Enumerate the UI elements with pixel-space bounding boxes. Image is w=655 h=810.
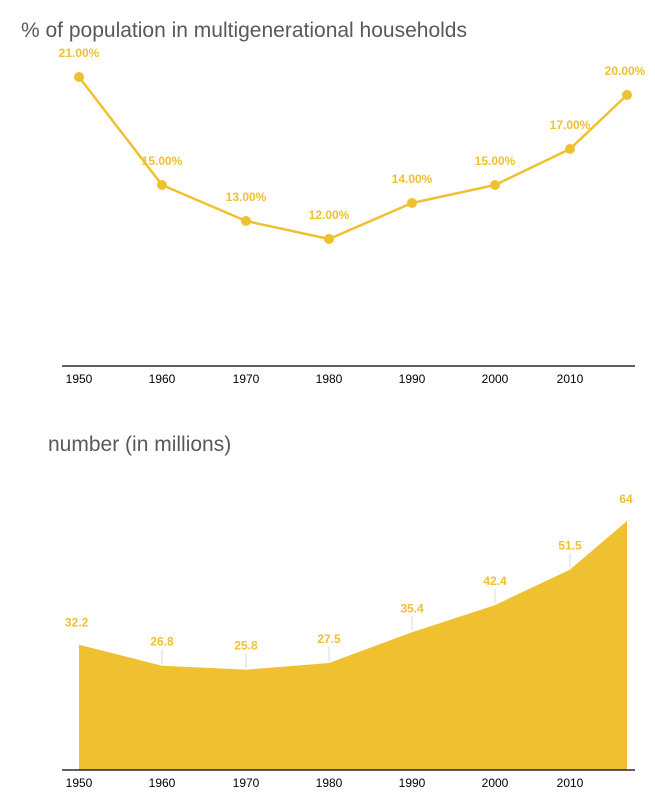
area-data-label-6: 51.5 bbox=[558, 539, 582, 553]
area-series-fill bbox=[79, 521, 627, 770]
line-point-3 bbox=[324, 234, 334, 244]
line-point-2 bbox=[241, 216, 251, 226]
area-x-tick-label-6: 2010 bbox=[557, 776, 584, 790]
line-data-label-7: 20.00% bbox=[605, 64, 646, 78]
area-data-label-1: 26.8 bbox=[150, 635, 174, 649]
line-data-label-0: 21.00% bbox=[59, 46, 100, 60]
line-data-label-3: 12.00% bbox=[309, 208, 350, 222]
area-x-tick-label-1: 1960 bbox=[149, 776, 176, 790]
line-data-label-1: 15.00% bbox=[142, 154, 183, 168]
area-data-label-3: 27.5 bbox=[317, 632, 341, 646]
chart-2-title: number (in millions) bbox=[48, 433, 232, 456]
area-data-label-5: 42.4 bbox=[483, 574, 507, 588]
area-data-label-2: 25.8 bbox=[234, 639, 258, 653]
line-data-label-4: 14.00% bbox=[392, 172, 433, 186]
line-point-6 bbox=[565, 144, 575, 154]
line-x-tick-label-3: 1980 bbox=[316, 372, 343, 386]
line-data-label-5: 15.00% bbox=[475, 154, 516, 168]
line-point-4 bbox=[407, 198, 417, 208]
area-x-tick-label-0: 1950 bbox=[66, 776, 93, 790]
area-x-tick-label-3: 1980 bbox=[316, 776, 343, 790]
area-data-label-0: 32.2 bbox=[65, 616, 89, 630]
line-series-path bbox=[78, 76, 628, 241]
area-x-tick-label-2: 1970 bbox=[233, 776, 260, 790]
line-point-5 bbox=[490, 180, 500, 190]
line-data-label-2: 13.00% bbox=[226, 190, 267, 204]
line-data-label-6: 17.00% bbox=[550, 118, 591, 132]
line-x-tick-label-0: 1950 bbox=[66, 372, 93, 386]
area-data-label-4: 35.4 bbox=[400, 601, 424, 615]
area-data-label-7: 64 bbox=[619, 492, 633, 506]
line-x-tick-label-5: 2000 bbox=[482, 372, 509, 386]
chart-1-title: % of population in multigenerational hou… bbox=[21, 19, 467, 42]
area-x-tick-label-4: 1990 bbox=[399, 776, 426, 790]
line-point-1 bbox=[157, 180, 167, 190]
line-x-tick-label-4: 1990 bbox=[399, 372, 426, 386]
area-x-tick-label-5: 2000 bbox=[482, 776, 509, 790]
line-point-7 bbox=[622, 90, 632, 100]
line-x-tick-label-2: 1970 bbox=[233, 372, 260, 386]
line-point-0 bbox=[74, 72, 84, 82]
line-x-tick-label-1: 1960 bbox=[149, 372, 176, 386]
line-x-tick-label-6: 2010 bbox=[557, 372, 584, 386]
